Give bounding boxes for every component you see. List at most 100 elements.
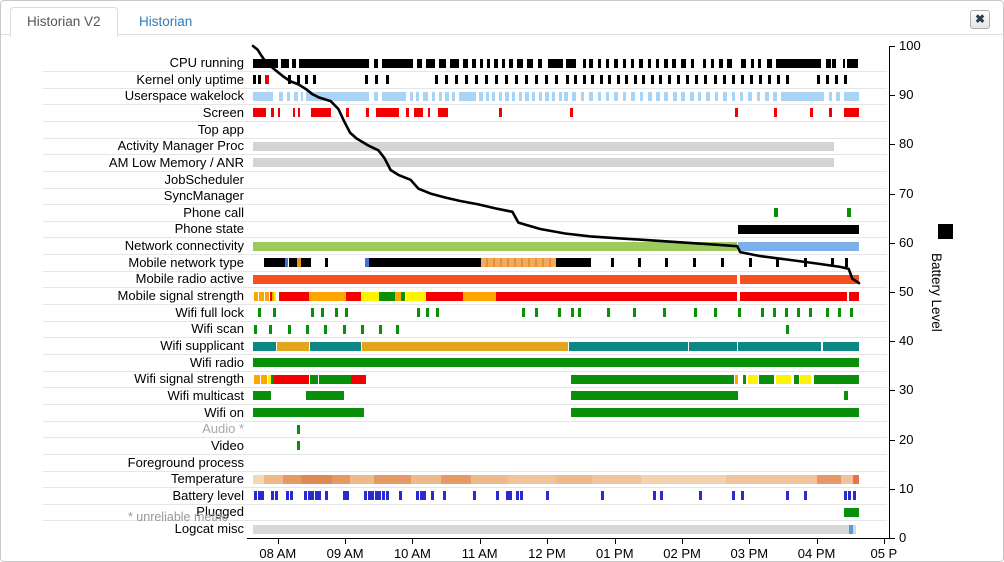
chart-tick-wifi-full-lock [797, 308, 801, 318]
chart-segment-temperature [263, 474, 284, 484]
chart-segment-cpu-running [486, 58, 490, 68]
chart-segment-wifi-signal-strength [253, 374, 260, 384]
row-label-wifi-scan: Wifi scan [191, 321, 244, 337]
chart-segment-screen [271, 108, 274, 118]
row-separator [43, 304, 887, 306]
chart-tick-userspace-wakelock [614, 91, 618, 101]
chart-segment-userspace-wakelock [253, 91, 273, 101]
chart-tick-battery-level [416, 491, 420, 501]
chart-segment-userspace-wakelock [519, 91, 523, 101]
chart-segment-temperature [374, 474, 411, 484]
tab-historian-v2[interactable]: Historian V2 [10, 7, 118, 37]
chart-segment-screen [809, 108, 813, 118]
row-separator [43, 520, 887, 522]
chart-segment-cpu-running [757, 58, 761, 68]
chart-segment-cpu-running [614, 58, 618, 68]
chart-tick-wifi-full-lock [344, 308, 348, 318]
row-separator [43, 470, 887, 472]
chart-tick-userspace-wakelock [714, 91, 719, 101]
chart-segment-wifi-supplicant [253, 341, 277, 351]
chart-tick-kernel-only-uptime [574, 75, 578, 85]
chart-segment-screen [828, 108, 832, 118]
chart-segment-screen [734, 108, 738, 118]
chart-segment-cpu-running [374, 58, 378, 68]
chart-tick-battery-level [843, 491, 847, 501]
chart-segment-temperature [471, 474, 508, 484]
chart-segment-mobile-signal-strength [361, 291, 380, 301]
chart-segment-cpu-running [825, 58, 832, 68]
chart-tick-battery-level [652, 491, 656, 501]
close-icon[interactable]: ✖ [970, 10, 990, 29]
chart-segment-wifi-supplicant [689, 341, 737, 351]
x-axis-tick [345, 538, 347, 544]
chart-tick-userspace-wakelock [664, 91, 669, 101]
chart-tick-battery-level [660, 491, 664, 501]
chart-segment-wifi-signal-strength [571, 374, 735, 384]
chart-tick-battery-level [516, 491, 520, 501]
chart-segment-userspace-wakelock [382, 91, 406, 101]
chart-segment-mobile-signal-strength [265, 291, 270, 301]
chart-tick-battery-level [786, 491, 790, 501]
chart-segment-temperature [816, 474, 841, 484]
y-axis-tick-label: 60 [899, 234, 914, 250]
chart-segment-mobile-network-type [289, 258, 297, 268]
row-separator [43, 370, 887, 372]
y-axis-tick-label: 50 [899, 284, 914, 299]
x-axis-tick [749, 538, 751, 544]
row-label-syncmanager: SyncManager [163, 188, 244, 204]
chart-tick-kernel-only-uptime [768, 75, 772, 85]
x-axis-tick-label: 12 PM [528, 546, 566, 561]
chart-tick-userspace-wakelock [672, 91, 677, 101]
chart-segment-cpu-running [719, 58, 724, 68]
chart-tick-kernel-only-uptime [686, 75, 690, 85]
chart-tick-wifi-full-lock [577, 308, 581, 318]
row-label-top-app: Top app [197, 121, 244, 137]
chart-segment-cpu-running [702, 58, 707, 68]
chart-segment-wifi-supplicant [277, 341, 309, 351]
x-axis-tick-label: 02 PM [663, 546, 701, 561]
chart-tick-userspace-wakelock [723, 91, 727, 101]
tab-historian[interactable]: Historian [139, 14, 193, 29]
y-axis-tick-label: 0 [899, 530, 907, 545]
chart-tick-wifi-scan [287, 324, 291, 334]
chart-tick-wifi-full-lock [320, 308, 324, 318]
y-axis-tick [889, 292, 895, 293]
x-axis-tick-label: 01 PM [595, 546, 634, 561]
chart-tick-mobile-network-type [637, 258, 641, 268]
chart-segment-cpu-running [622, 58, 626, 68]
row-label-wifi-radio: Wifi radio [189, 354, 244, 370]
chart-segment-wifi-on [253, 408, 364, 418]
chart-tick-wifi-scan [306, 324, 310, 334]
chart-segment-userspace-wakelock [459, 91, 476, 101]
chart-segment-userspace-wakelock [511, 91, 515, 101]
chart-tick-kernel-only-uptime [465, 75, 469, 85]
chart-segment-wifi-signal-strength [794, 374, 799, 384]
chart-tick-userspace-wakelock [765, 91, 769, 101]
chart-segment-mobile-radio-active [739, 274, 859, 284]
chart-segment-wifi-signal-strength [309, 374, 318, 384]
chart-segment-cpu-running [253, 58, 278, 68]
chart-tick-userspace-wakelock [835, 91, 840, 101]
chart-segment-wifi-signal-strength [260, 374, 267, 384]
x-axis-tick [479, 538, 481, 544]
row-separator [43, 437, 887, 439]
chart-segment-am-low-memory-anr [253, 158, 834, 168]
row-label-plugged: Plugged [196, 504, 244, 520]
chart-tick-userspace-wakelock [828, 91, 833, 101]
chart-segment-network-connectivity [253, 241, 738, 251]
chart-tick-kernel-only-uptime [375, 75, 379, 85]
chart-tick-battery-level [848, 491, 852, 501]
chart-segment-cpu-running [605, 58, 610, 68]
row-label-mobile-radio-active: Mobile radio active [135, 271, 244, 287]
chart-segment-userspace-wakelock [539, 91, 543, 101]
chart-tick-kernel-only-uptime [312, 75, 316, 85]
chart-segment-temperature [725, 474, 817, 484]
chart-segment-cpu-running [439, 58, 446, 68]
chart-tick-kernel-only-uptime [565, 75, 569, 85]
chart-tick-battery-level [257, 491, 261, 501]
row-separator [43, 320, 887, 322]
chart-tick-kernel-only-uptime [616, 75, 620, 85]
chart-segment-mobile-signal-strength [345, 291, 362, 301]
chart-tick-battery-level [254, 491, 258, 501]
chart-segment-cpu-running [508, 58, 513, 68]
